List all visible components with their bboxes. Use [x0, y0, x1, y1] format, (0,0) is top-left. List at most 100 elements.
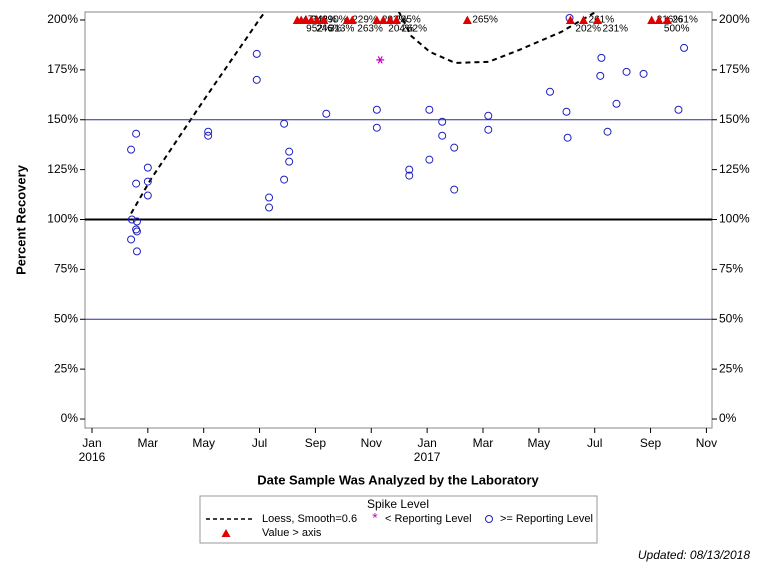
- value-label: 290%: [322, 15, 348, 26]
- data-point: [132, 217, 141, 226]
- data-point: [603, 127, 612, 136]
- x-tick-label: Nov: [361, 436, 382, 450]
- data-point: [612, 99, 621, 108]
- value-label: 246%: [316, 24, 342, 35]
- legend-label: < Reporting Level: [385, 513, 472, 525]
- loess-line: [130, 12, 597, 215]
- value-label: 231%: [602, 24, 628, 35]
- data-point: [127, 145, 136, 154]
- data-point: [132, 179, 141, 188]
- y-tick-label: 75%: [54, 262, 78, 276]
- y2-tick-label: 200%: [719, 12, 750, 26]
- value-label: 263%: [357, 24, 383, 35]
- data-point: [654, 15, 664, 24]
- value-label: 500%: [664, 24, 690, 35]
- data-point: [143, 177, 152, 186]
- value-label: 229%: [352, 15, 378, 26]
- data-point: [347, 15, 357, 24]
- x-tick-label: Jul: [252, 436, 267, 450]
- x-year-label: 2017: [414, 450, 441, 464]
- data-point: [391, 15, 401, 24]
- data-point: [425, 105, 434, 114]
- data-point: [143, 163, 152, 172]
- data-point: [319, 15, 329, 24]
- y-tick-label: 25%: [54, 361, 78, 375]
- y2-tick-label: 100%: [719, 212, 750, 226]
- legend-label: Value > axis: [262, 527, 322, 539]
- data-point: [312, 15, 322, 24]
- data-point: [579, 15, 589, 24]
- data-point: [639, 69, 648, 78]
- value-label: 261%: [589, 15, 615, 26]
- data-point: [252, 49, 261, 58]
- x-tick-label: Mar: [473, 436, 494, 450]
- data-point: [127, 235, 136, 244]
- data-point: [127, 215, 136, 224]
- footnote: Updated: 08/13/2018: [638, 548, 750, 562]
- data-point: [647, 15, 657, 24]
- data-point: [252, 75, 261, 84]
- y-tick-label: 150%: [47, 112, 78, 126]
- data-point: [143, 191, 152, 200]
- legend-symbol: [221, 529, 231, 537]
- value-label: 262%: [401, 24, 427, 35]
- plot-area: [130, 12, 597, 215]
- data-point: [265, 203, 274, 212]
- legend-symbol: *: [372, 510, 378, 526]
- legend-label: >= Reporting Level: [500, 513, 593, 525]
- data-point: [484, 125, 493, 134]
- data-point: [204, 127, 213, 136]
- data-point: [597, 53, 606, 62]
- data-point: [563, 133, 572, 142]
- data-point: [376, 56, 385, 64]
- legend-symbol: [485, 515, 493, 523]
- data-point: [285, 147, 294, 156]
- x-tick-label: Jan: [417, 436, 436, 450]
- y2-tick-label: 125%: [719, 162, 750, 176]
- x-tick-label: Jan: [82, 436, 101, 450]
- data-point: [306, 15, 316, 24]
- x-axis-title: Date Sample Was Analyzed by the Laborato…: [257, 472, 539, 487]
- data-point: [662, 15, 672, 24]
- data-point: [565, 15, 575, 24]
- y2-tick-label: 25%: [719, 361, 743, 375]
- value-label: 285%: [395, 15, 421, 26]
- data-point: [438, 131, 447, 140]
- y-tick-label: 175%: [47, 62, 78, 76]
- data-point: [385, 15, 395, 24]
- value-label: 265%: [472, 15, 498, 26]
- data-point: [132, 227, 141, 236]
- value-label: 261%: [672, 15, 698, 26]
- data-point: [405, 171, 414, 180]
- x-tick-label: Sep: [640, 436, 662, 450]
- y-axis-title: Percent Recovery: [13, 164, 28, 275]
- data-point: [322, 109, 331, 118]
- x-tick-label: Sep: [305, 436, 327, 450]
- data-point: [285, 157, 294, 166]
- x-tick-label: Nov: [696, 436, 717, 450]
- data-point: [372, 105, 381, 114]
- y2-tick-label: 75%: [719, 262, 743, 276]
- legend-box: [199, 495, 598, 544]
- value-label: 313%: [329, 24, 355, 35]
- x-tick-label: May: [528, 436, 551, 450]
- data-point: [280, 119, 289, 128]
- x-year-label: 2016: [79, 450, 106, 464]
- x-tick-label: Mar: [138, 436, 159, 450]
- data-point: [462, 15, 472, 24]
- data-point: [405, 165, 414, 174]
- data-point: [378, 15, 388, 24]
- data-point: [596, 71, 605, 80]
- y2-tick-label: 175%: [719, 62, 750, 76]
- data-point: [450, 185, 459, 194]
- y-tick-label: 0%: [61, 411, 79, 425]
- y-tick-label: 200%: [47, 12, 78, 26]
- data-point: [425, 155, 434, 164]
- data-point: [592, 15, 602, 24]
- x-tick-label: May: [192, 436, 215, 450]
- x-tick-label: Jul: [587, 436, 602, 450]
- data-point: [674, 105, 683, 114]
- data-point: [484, 111, 493, 120]
